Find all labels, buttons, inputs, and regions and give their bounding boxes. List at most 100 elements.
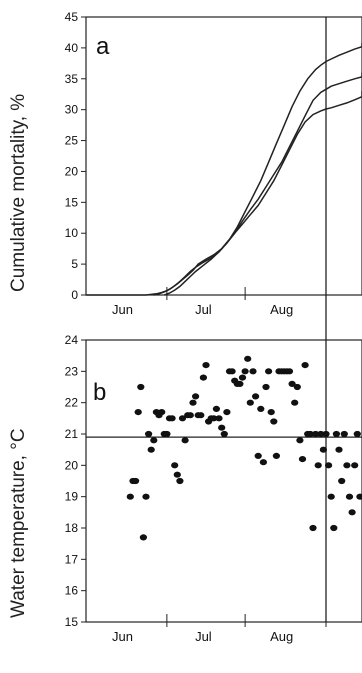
panel-b-temperature-point bbox=[319, 446, 327, 453]
panel-b-temperature-point bbox=[254, 452, 262, 459]
panel-b-temperature-point bbox=[210, 415, 218, 422]
panel-b-temperature-point bbox=[351, 462, 359, 469]
panel-b-x-tick-label: Jul bbox=[195, 629, 212, 644]
panel-a-x-tick-label: Aug bbox=[270, 302, 293, 317]
panel-a-y-tick-label: 30 bbox=[65, 103, 79, 117]
panel-b-temperature-point bbox=[265, 368, 273, 375]
panel-b-temperature-point bbox=[306, 430, 314, 438]
panel-b-temperature-chart: 15 16 17 18 19 20 21 22 23 24 Jun Jul Aug b bbox=[65, 333, 362, 644]
panel-b-y-tick-label: 21 bbox=[65, 427, 79, 441]
panel-b-y-tick-label: 22 bbox=[65, 396, 79, 410]
panel-b-temperature-point bbox=[325, 462, 333, 469]
panel-b-temperature-point bbox=[301, 362, 309, 369]
panel-b-temperature-point bbox=[246, 399, 254, 406]
panel-b-temperature-point bbox=[139, 534, 147, 541]
panel-a-y-tick-label: 40 bbox=[65, 41, 79, 55]
panel-b-temperature-point bbox=[270, 418, 278, 425]
panel-a-mortality-series-2 bbox=[153, 72, 362, 296]
panel-b-temperature-point bbox=[330, 524, 338, 532]
panel-b-temperature-point bbox=[173, 471, 181, 478]
panel-b-temperature-point bbox=[244, 355, 252, 362]
panel-b-temperature-point bbox=[241, 368, 249, 375]
panel-b-temperature-point bbox=[132, 477, 140, 485]
panel-b-temperature-point bbox=[356, 493, 362, 500]
panel-b-label: b bbox=[93, 379, 106, 406]
panel-b-x-tick-label: Jun bbox=[112, 629, 133, 644]
panel-a-y-axis-label: Cumulative mortality, % bbox=[8, 93, 29, 292]
panel-b-y-tick-label: 24 bbox=[65, 333, 79, 347]
panel-b-temperature-point bbox=[192, 393, 200, 400]
panel-a-y-tick-label: 45 bbox=[65, 10, 79, 24]
panel-b-temperature-point bbox=[259, 459, 267, 466]
panel-b-temperature-point bbox=[145, 430, 153, 438]
panel-a-mortality-series-1 bbox=[145, 42, 362, 296]
panel-b-temperature-point bbox=[176, 477, 184, 485]
panel-b-y-tick-label: 20 bbox=[65, 458, 79, 472]
panel-b-axes-frame bbox=[85, 339, 362, 623]
panel-b-temperature-point bbox=[163, 430, 171, 438]
panel-b-temperature-point bbox=[343, 462, 351, 469]
panel-b-temperature-point bbox=[322, 430, 330, 438]
panel-a-y-tick-label: 0 bbox=[71, 288, 78, 302]
panel-a-x-tick-label: Jun bbox=[112, 302, 133, 317]
panel-b-temperature-point bbox=[340, 430, 348, 438]
panel-b-temperature-point bbox=[288, 380, 296, 387]
panel-b-temperature-point bbox=[134, 409, 142, 416]
panel-b-temperature-point bbox=[298, 456, 307, 463]
panel-b-temperature-point bbox=[236, 380, 244, 387]
panel-b-y-tick-label: 16 bbox=[65, 584, 79, 598]
panel-b-temperature-point bbox=[142, 493, 150, 500]
panel-b-temperature-point bbox=[212, 405, 220, 412]
panel-b-temperature-point bbox=[317, 430, 325, 438]
panel-b-temperature-point bbox=[186, 412, 194, 419]
panel-b-y-tick-label: 17 bbox=[65, 552, 79, 566]
panel-a-y-tick-label: 25 bbox=[65, 134, 79, 148]
panel-b-temperature-point bbox=[249, 368, 257, 375]
panel-b-temperature-point bbox=[335, 446, 343, 453]
panel-b-temperature-point bbox=[293, 383, 301, 391]
panel-a-axes-frame bbox=[85, 16, 362, 296]
panel-b-temperature-point bbox=[158, 409, 166, 416]
panel-b-temperature-point bbox=[150, 437, 158, 444]
panel-b-temperature-point bbox=[228, 368, 236, 375]
panel-b-temperature-point bbox=[285, 368, 294, 375]
panel-b-temperature-point bbox=[262, 383, 270, 391]
panel-b-temperature-point bbox=[215, 415, 223, 422]
panel-b-temperature-point bbox=[202, 362, 210, 369]
panel-b-temperature-point bbox=[338, 477, 346, 485]
panel-b-temperature-point bbox=[181, 437, 189, 444]
panel-a-x-tick-label: Jul bbox=[195, 302, 212, 317]
panel-b-temperature-point bbox=[218, 424, 226, 431]
panel-b-temperature-point bbox=[348, 509, 356, 516]
panel-a-label: a bbox=[96, 33, 110, 60]
panel-b-temperature-point bbox=[257, 405, 265, 412]
panel-b-temperature-point bbox=[272, 452, 280, 459]
panel-b-y-tick-label: 15 bbox=[65, 615, 79, 629]
panel-b-temperature-point bbox=[291, 399, 299, 406]
panel-a-mortality-series-3 bbox=[164, 91, 362, 296]
panel-b-temperature-point bbox=[197, 412, 205, 419]
panel-b-temperature-point bbox=[296, 437, 304, 444]
panel-b-temperature-point bbox=[309, 524, 317, 532]
panel-a-y-tick-label: 20 bbox=[65, 164, 79, 178]
panel-b-temperature-point bbox=[345, 493, 354, 500]
panel-a-mortality-chart: 0 5 10 15 20 25 30 35 40 45 Jun Jul Aug a bbox=[65, 10, 362, 340]
panel-b-temperature-point bbox=[168, 415, 176, 422]
panel-b-temperature-point bbox=[327, 493, 335, 500]
panel-b-temperature-point bbox=[126, 493, 134, 500]
panel-a-y-tick-label: 10 bbox=[65, 226, 79, 240]
panel-a-y-tick-label: 5 bbox=[71, 257, 78, 271]
panel-b-temperature-point bbox=[312, 430, 320, 438]
panel-b-temperature-point bbox=[147, 446, 155, 453]
panel-b-temperature-point bbox=[332, 430, 340, 438]
panel-b-temperature-point bbox=[171, 462, 179, 469]
panel-b-temperature-point bbox=[252, 393, 260, 400]
panel-b-y-tick-label: 18 bbox=[65, 521, 79, 535]
panel-b-temperature-point bbox=[199, 374, 207, 381]
panel-b-y-axis-label: Water temperature, °C bbox=[8, 428, 29, 618]
panel-b-temperature-point bbox=[267, 409, 275, 416]
panel-b-temperature-point bbox=[137, 383, 145, 391]
panel-b-temperature-point bbox=[353, 430, 361, 438]
panel-b-temperature-point bbox=[220, 430, 228, 438]
